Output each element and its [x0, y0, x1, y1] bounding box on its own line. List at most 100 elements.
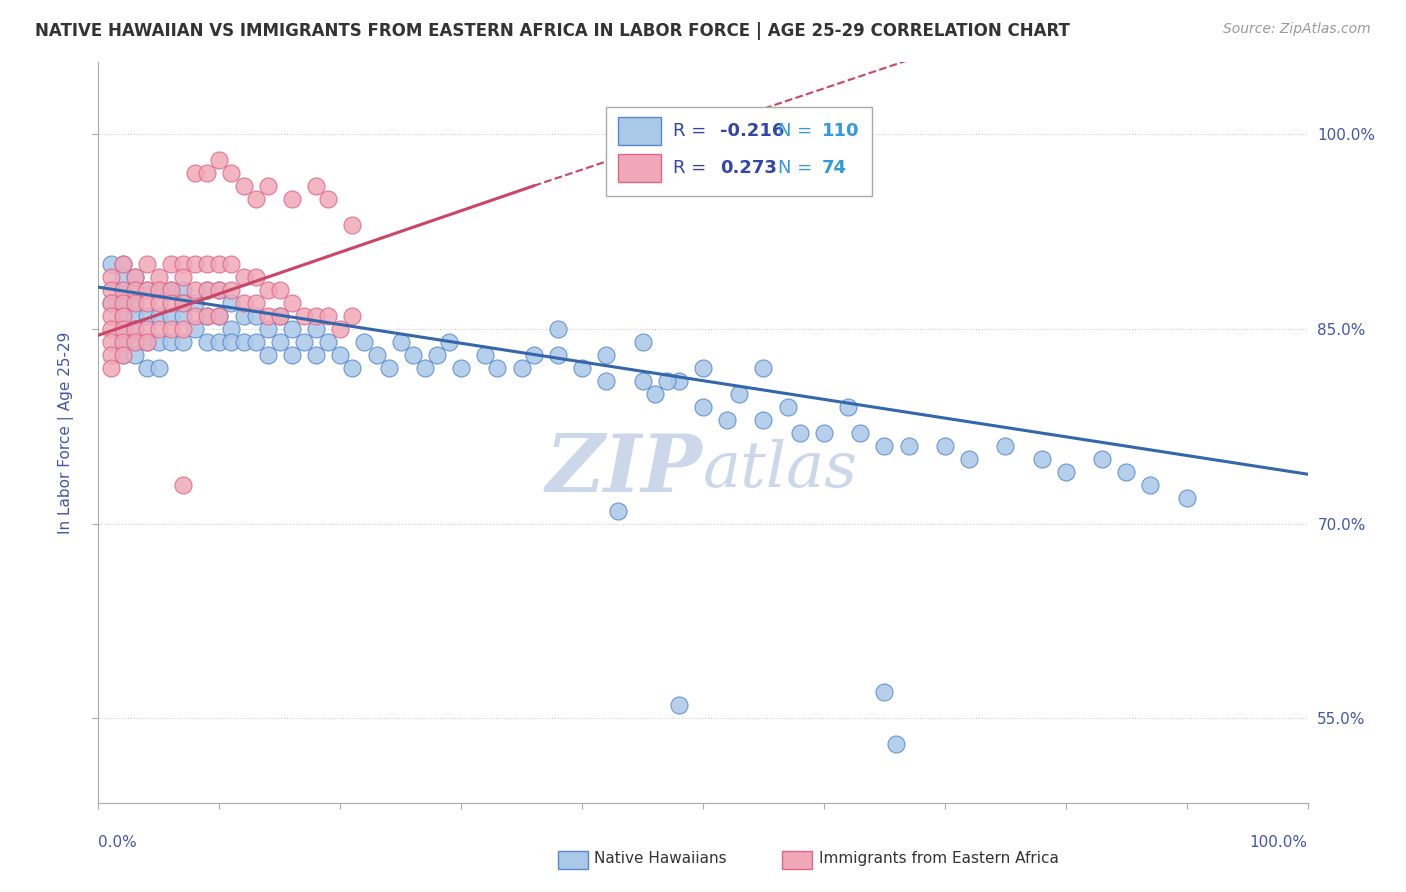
Point [160, 309, 183, 323]
Point [1031, 451, 1053, 466]
Point [172, 477, 194, 491]
Point [160, 283, 183, 297]
Point [342, 309, 364, 323]
Point [172, 309, 194, 323]
Point [195, 166, 218, 180]
Point [135, 309, 157, 323]
Point [100, 360, 122, 375]
Point [342, 360, 364, 375]
Point [135, 334, 157, 349]
Point [148, 269, 170, 284]
Point [1091, 451, 1114, 466]
Point [232, 178, 254, 193]
Point [100, 348, 122, 362]
Point [111, 295, 134, 310]
Point [111, 334, 134, 349]
Point [316, 192, 339, 206]
Point [111, 348, 134, 362]
Point [195, 283, 218, 297]
Point [111, 257, 134, 271]
Point [245, 334, 267, 349]
Point [135, 360, 157, 375]
Point [232, 269, 254, 284]
Point [716, 412, 738, 426]
Point [208, 257, 231, 271]
Point [316, 334, 339, 349]
Point [256, 348, 278, 362]
Point [292, 309, 315, 323]
Point [450, 360, 472, 375]
Point [148, 322, 170, 336]
Point [873, 439, 896, 453]
Point [957, 451, 980, 466]
Point [111, 295, 134, 310]
Point [437, 334, 460, 349]
Point [934, 439, 956, 453]
Point [245, 309, 267, 323]
Point [221, 334, 243, 349]
Point [208, 334, 231, 349]
Point [195, 257, 218, 271]
Point [426, 348, 449, 362]
FancyBboxPatch shape [782, 851, 811, 870]
Point [377, 360, 399, 375]
Point [160, 257, 183, 271]
Y-axis label: In Labor Force | Age 25-29: In Labor Force | Age 25-29 [58, 332, 75, 533]
Text: N =: N = [778, 160, 818, 178]
Point [124, 334, 146, 349]
Point [111, 269, 134, 284]
Point [135, 334, 157, 349]
Point [221, 322, 243, 336]
Point [1175, 491, 1198, 505]
Point [402, 348, 425, 362]
Point [692, 360, 714, 375]
Text: 0.0%: 0.0% [98, 835, 138, 850]
Point [148, 295, 170, 310]
Point [124, 283, 146, 297]
Point [111, 283, 134, 297]
FancyBboxPatch shape [606, 107, 872, 195]
Point [100, 309, 122, 323]
Text: Source: ZipAtlas.com: Source: ZipAtlas.com [1223, 22, 1371, 37]
Point [547, 348, 569, 362]
Point [135, 257, 157, 271]
Point [208, 309, 231, 323]
Point [135, 283, 157, 297]
Point [752, 412, 775, 426]
Point [208, 283, 231, 297]
Point [342, 218, 364, 232]
FancyBboxPatch shape [558, 851, 588, 870]
Point [124, 322, 146, 336]
Point [111, 257, 134, 271]
Point [728, 386, 751, 401]
Point [111, 309, 134, 323]
Point [595, 374, 617, 388]
Point [692, 400, 714, 414]
Point [172, 269, 194, 284]
Point [232, 309, 254, 323]
Point [160, 283, 183, 297]
Text: R =: R = [672, 122, 711, 140]
Point [316, 309, 339, 323]
Text: NATIVE HAWAIIAN VS IMMIGRANTS FROM EASTERN AFRICA IN LABOR FORCE | AGE 25-29 COR: NATIVE HAWAIIAN VS IMMIGRANTS FROM EASTE… [35, 22, 1070, 40]
Point [195, 309, 218, 323]
Point [124, 283, 146, 297]
Point [668, 374, 690, 388]
Point [160, 322, 183, 336]
Point [148, 309, 170, 323]
Point [886, 737, 908, 751]
Point [281, 192, 304, 206]
Point [305, 178, 328, 193]
Point [184, 166, 207, 180]
Point [208, 153, 231, 167]
Point [124, 295, 146, 310]
Point [172, 334, 194, 349]
Point [849, 425, 872, 440]
Point [245, 269, 267, 284]
Point [256, 322, 278, 336]
Point [281, 295, 304, 310]
Point [305, 348, 328, 362]
Point [837, 400, 859, 414]
Point [124, 322, 146, 336]
Point [329, 322, 352, 336]
